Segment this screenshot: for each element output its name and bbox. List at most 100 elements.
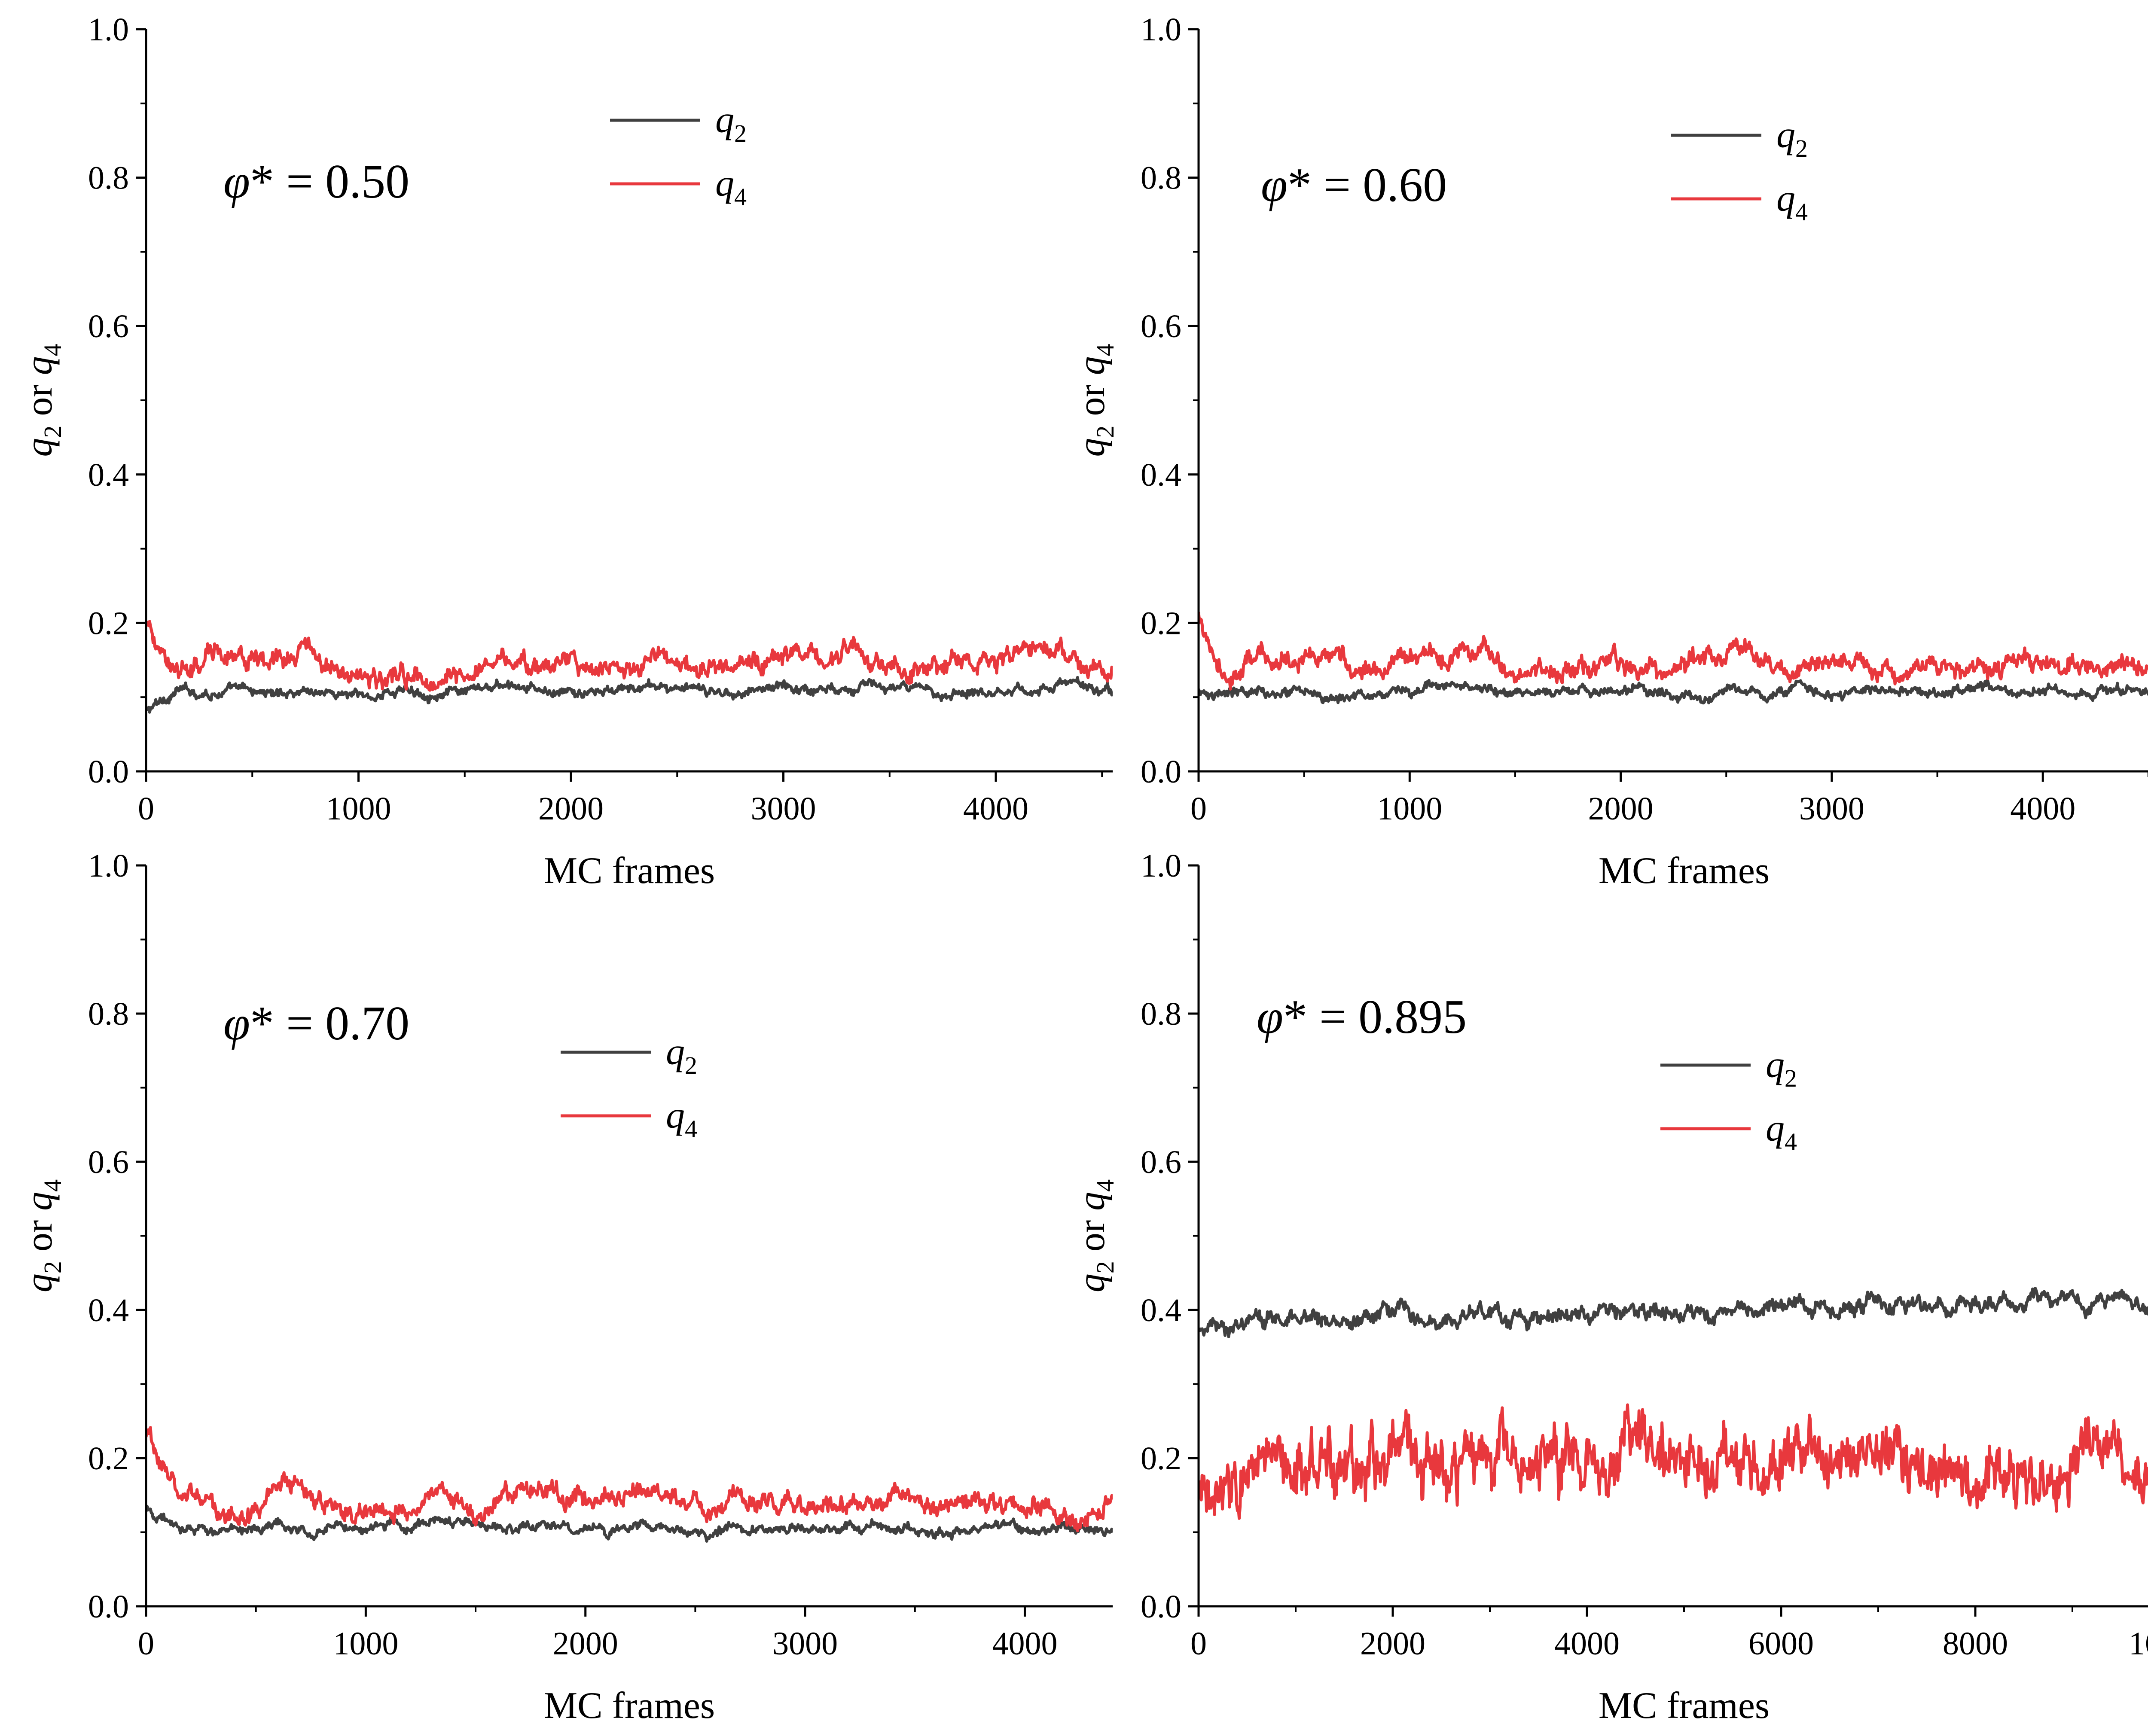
legend-label-q2: q2 xyxy=(1776,114,1808,162)
x-tick-label: 8000 xyxy=(1943,1626,2008,1662)
y-tick-label: 0.0 xyxy=(1141,1589,1181,1625)
x-tick-label: 4000 xyxy=(2010,791,2075,827)
y-axis-title-mid: or xyxy=(18,375,60,425)
phi-annotation: φ* = 0.70 xyxy=(223,997,409,1050)
y-tick-label: 0.2 xyxy=(1141,1441,1181,1477)
legend-label-q2: q2 xyxy=(1766,1044,1797,1092)
y-axis-title-sub: 4 xyxy=(1091,344,1119,356)
y-tick-label: 0.2 xyxy=(1141,605,1181,641)
y-tick-label: 0.4 xyxy=(1141,1292,1181,1328)
series-line-q4 xyxy=(146,620,1113,692)
series-line-q2 xyxy=(1199,679,2148,705)
series-group xyxy=(146,1426,1113,1543)
y-axis-title-mid: or xyxy=(1071,1211,1113,1261)
x-tick-label: 1000 xyxy=(333,1626,398,1662)
y-tick-label: 0.0 xyxy=(1141,754,1181,790)
y-axis-title-q: q xyxy=(1071,1192,1113,1211)
y-tick-label: 0.4 xyxy=(1141,457,1181,493)
x-tick-label: 3000 xyxy=(751,791,816,827)
y-axis-title-q: q xyxy=(18,1273,60,1292)
x-tick-label: 2000 xyxy=(1588,791,1654,827)
x-tick-label: 1000 xyxy=(1377,791,1442,827)
series-group xyxy=(1199,1287,2148,1520)
phi-annotation: φ* = 0.60 xyxy=(1261,158,1447,212)
x-axis-title: MC frames xyxy=(1599,1685,1770,1727)
series-line-q2 xyxy=(146,1505,1113,1543)
phi-symbol: φ xyxy=(223,997,250,1050)
y-axis-title-sub: 2 xyxy=(39,426,67,438)
chart-panel-bottom-right: 0.0 0.2 0.4 0.6 0.8 1.0 0 2000 4000 6000 8000 10000… xyxy=(1071,848,2148,1727)
phi-symbol: φ xyxy=(1257,990,1283,1044)
legend-label-q4: q4 xyxy=(1776,178,1808,226)
series-group xyxy=(146,620,1113,714)
y-axis-title-sub: 4 xyxy=(39,1179,67,1192)
phi-annotation: φ* = 0.895 xyxy=(1257,990,1467,1044)
y-tick-label: 0.8 xyxy=(88,996,129,1032)
x-tick-label: 3000 xyxy=(1799,791,1864,827)
y-axis-title-sub: 4 xyxy=(39,344,67,356)
x-tick-label: 6000 xyxy=(1748,1626,1814,1662)
y-tick-label: 0.6 xyxy=(88,1144,129,1180)
x-tick-label: 0 xyxy=(138,791,154,827)
y-tick-label: 0.6 xyxy=(88,308,129,344)
y-axis-title-sub: 2 xyxy=(1091,426,1119,438)
x-tick-label: 1000 xyxy=(326,791,391,827)
y-tick-label: 0.6 xyxy=(1141,308,1181,344)
series-line-q4 xyxy=(1199,1403,2148,1520)
x-tick-label: 2000 xyxy=(553,1626,618,1662)
series-group xyxy=(1199,612,2148,705)
x-tick-label: 2000 xyxy=(1360,1626,1425,1662)
legend-label-q4: q4 xyxy=(666,1095,697,1143)
x-tick-label: 4000 xyxy=(1554,1626,1620,1662)
y-axis-title: q2 or q4 xyxy=(1071,1179,1119,1292)
y-axis-title-mid: or xyxy=(18,1211,60,1261)
x-tick-label: 3000 xyxy=(772,1626,838,1662)
y-axis-title-q: q xyxy=(18,356,60,375)
phi-annotation: φ* = 0.50 xyxy=(223,155,409,208)
y-axis-title-q: q xyxy=(1071,356,1113,375)
x-tick-label: 0 xyxy=(138,1626,154,1662)
y-tick-label: 1.0 xyxy=(1141,12,1181,48)
x-tick-label: 4000 xyxy=(992,1626,1057,1662)
x-tick-label: 0 xyxy=(1190,1626,1207,1662)
legend-label-q2: q2 xyxy=(666,1031,697,1079)
y-tick-label: 0.8 xyxy=(1141,996,1181,1032)
y-tick-label: 0.4 xyxy=(88,1292,129,1328)
legend-label-q4: q4 xyxy=(715,163,747,211)
y-axis-title-mid: or xyxy=(1071,375,1113,425)
y-tick-label: 0.2 xyxy=(88,1441,129,1477)
series-line-q2 xyxy=(146,676,1113,714)
series-line-q4 xyxy=(1199,612,2148,691)
y-tick-label: 0.8 xyxy=(1141,160,1181,196)
series-line-q4 xyxy=(146,1426,1113,1532)
y-axis-title-q: q xyxy=(1071,438,1113,457)
y-axis-title-sub: 2 xyxy=(1091,1261,1119,1273)
y-tick-label: 1.0 xyxy=(1141,848,1181,884)
x-tick-label: 10000 xyxy=(2129,1626,2148,1662)
x-tick-label: 0 xyxy=(1190,791,1207,827)
phi-value: * = 0.895 xyxy=(1283,990,1467,1044)
phi-symbol: φ xyxy=(1261,158,1288,212)
legend-label-q2: q2 xyxy=(715,99,747,147)
phi-value: * = 0.50 xyxy=(250,155,409,208)
x-tick-label: 4000 xyxy=(963,791,1028,827)
y-axis-title-q: q xyxy=(18,438,60,457)
y-axis-title: q2 or q4 xyxy=(1071,344,1119,457)
phi-value: * = 0.60 xyxy=(1288,158,1447,212)
y-tick-label: 0.2 xyxy=(88,605,129,641)
y-axis-title: q2 or q4 xyxy=(18,344,67,457)
x-axis-title: MC frames xyxy=(544,1685,715,1727)
y-tick-label: 0.0 xyxy=(88,754,129,790)
x-axis-title: MC frames xyxy=(544,850,715,892)
chart-panel-bottom-left: 0.0 0.2 0.4 0.6 0.8 1.0 0 1000 2000 3000 4000 MC fr… xyxy=(18,848,1113,1727)
y-tick-label: 0.0 xyxy=(88,1589,129,1625)
y-tick-label: 1.0 xyxy=(88,848,129,884)
y-axis-title-sub: 4 xyxy=(1091,1179,1119,1192)
y-tick-label: 0.8 xyxy=(88,160,129,196)
x-axis-title: MC frames xyxy=(1599,850,1770,892)
y-tick-label: 0.6 xyxy=(1141,1144,1181,1180)
x-tick-label: 2000 xyxy=(538,791,604,827)
